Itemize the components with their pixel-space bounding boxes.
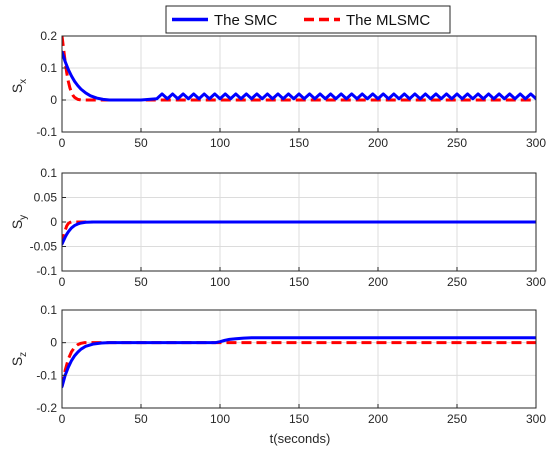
panel-sy: 0 50 100 150 200 250 300 0.1 0.05 0 -0.05 -0.1 Sy: [9, 166, 546, 289]
panel-sz-series-smc-line: [62, 336, 536, 389]
panel-sx-y-tick-label: -0.1: [36, 125, 57, 139]
panel-sx-y-ticks: 0.2 0.1 0 -0.1: [36, 29, 66, 139]
panel-sz-x-tick-label: 300: [526, 412, 546, 426]
legend: The SMC The MLSMC: [165, 5, 451, 34]
panel-sz-x-tick-label: 0: [59, 412, 66, 426]
legend-smc-label: The SMC: [214, 12, 278, 29]
panel-sy-series-mlsmc-line: [62, 220, 536, 245]
panel-sz-x-ticks: 0 50 100 150 200 250 300: [59, 404, 546, 426]
legend-mlsmc-label: The MLSMC: [346, 12, 430, 29]
panel-sy-y-label: Sy: [9, 215, 29, 229]
panel-sx-x-tick-label: 0: [59, 136, 66, 150]
panel-sz-y-tick-label: -0.1: [36, 368, 57, 382]
panel-sy-y-tick-label: 0.1: [40, 166, 57, 180]
panel-sy-x-tick-label: 200: [368, 275, 388, 289]
panel-sz-y-label: Sz: [9, 352, 29, 366]
panel-sz-x-tick-label: 150: [289, 412, 309, 426]
panel-sx-x-tick-label: 150: [289, 136, 309, 150]
panel-sy-x-tick-label: 250: [447, 275, 467, 289]
panel-sz-y-tick-label: 0: [50, 336, 57, 350]
panel-sx-x-tick-label: 50: [134, 136, 148, 150]
panel-sy-y-tick-label: -0.05: [30, 240, 58, 254]
panel-sx: 0 50 100 150 200 250 300 0.20.10-0.1 Sx: [9, 29, 546, 150]
panel-sy-x-tick-label: 0: [59, 275, 66, 289]
panel-sz-series-mlsmc-line: [62, 341, 536, 388]
panel-sx-y-label: Sx: [9, 79, 29, 93]
panel-sz-y-ticks: 0.1 0 -0.1 -0.2: [36, 303, 66, 415]
panel-sy-y-tick-label: -0.1: [36, 264, 57, 278]
panel-sz-x-tick-label: 200: [368, 412, 388, 426]
panel-sz-x-tick-label: 100: [210, 412, 230, 426]
panel-sz: 0 50 100 150 200 250 300 0.1 0 -0.1 -0.2 Sz t(sec…: [9, 303, 546, 446]
panel-sy-x-ticks: 0 50 100 150 200 250 300: [59, 267, 546, 289]
panel-sy-y-tick-label: 0.05: [34, 191, 58, 205]
panel-sx-y-tick-label: 0.1: [40, 61, 57, 75]
panel-sy-x-tick-label: 50: [134, 275, 148, 289]
panel-sy-series: [62, 220, 536, 246]
panel-sx-series: [62, 36, 536, 102]
panel-sz-x-tick-label: 50: [134, 412, 148, 426]
panel-sy-y-ticks: 0.1 0.05 0 -0.05 -0.1: [30, 166, 66, 278]
panel-sy-y-tick-label: 0: [50, 215, 57, 229]
panel-sx-y-tick-label: 0: [50, 93, 57, 107]
panel-sz-series: [62, 336, 536, 389]
panel-sx-y-tick-label: 0.2: [40, 29, 57, 43]
panel-sx-x-tick-label: 300: [526, 136, 546, 150]
panel-sx-x-tick-label: 200: [368, 136, 388, 150]
panel-sx-x-tick-label: 100: [210, 136, 230, 150]
panel-sy-x-tick-label: 150: [289, 275, 309, 289]
panel-sy-x-tick-label: 100: [210, 275, 230, 289]
panel-sz-y-tick-label: -0.2: [36, 401, 57, 415]
panel-sz-x-label: t(seconds): [270, 431, 331, 446]
panel-sy-x-tick-label: 300: [526, 275, 546, 289]
panel-sy-series-smc-line: [62, 220, 536, 246]
panel-sz-x-tick-label: 250: [447, 412, 467, 426]
panel-sx-x-ticks: 0 50 100 150 200 250 300: [59, 128, 546, 150]
panel-sx-series-smc-line: [62, 50, 536, 102]
panel-sx-x-tick-label: 250: [447, 136, 467, 150]
panel-sz-y-tick-label: 0.1: [40, 303, 57, 317]
